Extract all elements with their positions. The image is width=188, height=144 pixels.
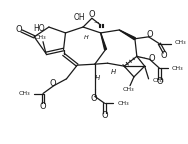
Text: O: O bbox=[156, 77, 163, 86]
Text: OH: OH bbox=[73, 13, 85, 22]
Text: H: H bbox=[111, 69, 116, 75]
Polygon shape bbox=[119, 30, 135, 40]
Text: CH₃: CH₃ bbox=[117, 101, 129, 106]
Text: H: H bbox=[95, 75, 100, 81]
Text: O: O bbox=[161, 51, 168, 60]
Text: O: O bbox=[40, 102, 46, 111]
Text: CH₃: CH₃ bbox=[175, 40, 187, 45]
Text: CH₃: CH₃ bbox=[19, 91, 30, 96]
Text: CH₃: CH₃ bbox=[122, 87, 134, 92]
Text: CH₃: CH₃ bbox=[172, 66, 184, 71]
Text: O: O bbox=[49, 79, 56, 88]
Text: CH₃: CH₃ bbox=[152, 78, 164, 83]
Text: O: O bbox=[89, 10, 95, 19]
Text: O: O bbox=[146, 30, 153, 39]
Polygon shape bbox=[101, 33, 107, 50]
Text: O: O bbox=[101, 111, 108, 121]
Text: O: O bbox=[148, 54, 155, 63]
Text: H: H bbox=[84, 35, 88, 40]
Text: CH₃: CH₃ bbox=[34, 35, 46, 40]
Text: ···: ··· bbox=[93, 20, 100, 26]
Text: ····: ···· bbox=[138, 55, 145, 60]
Text: O: O bbox=[15, 25, 22, 34]
Text: O: O bbox=[91, 94, 97, 103]
Text: HO: HO bbox=[33, 24, 45, 34]
